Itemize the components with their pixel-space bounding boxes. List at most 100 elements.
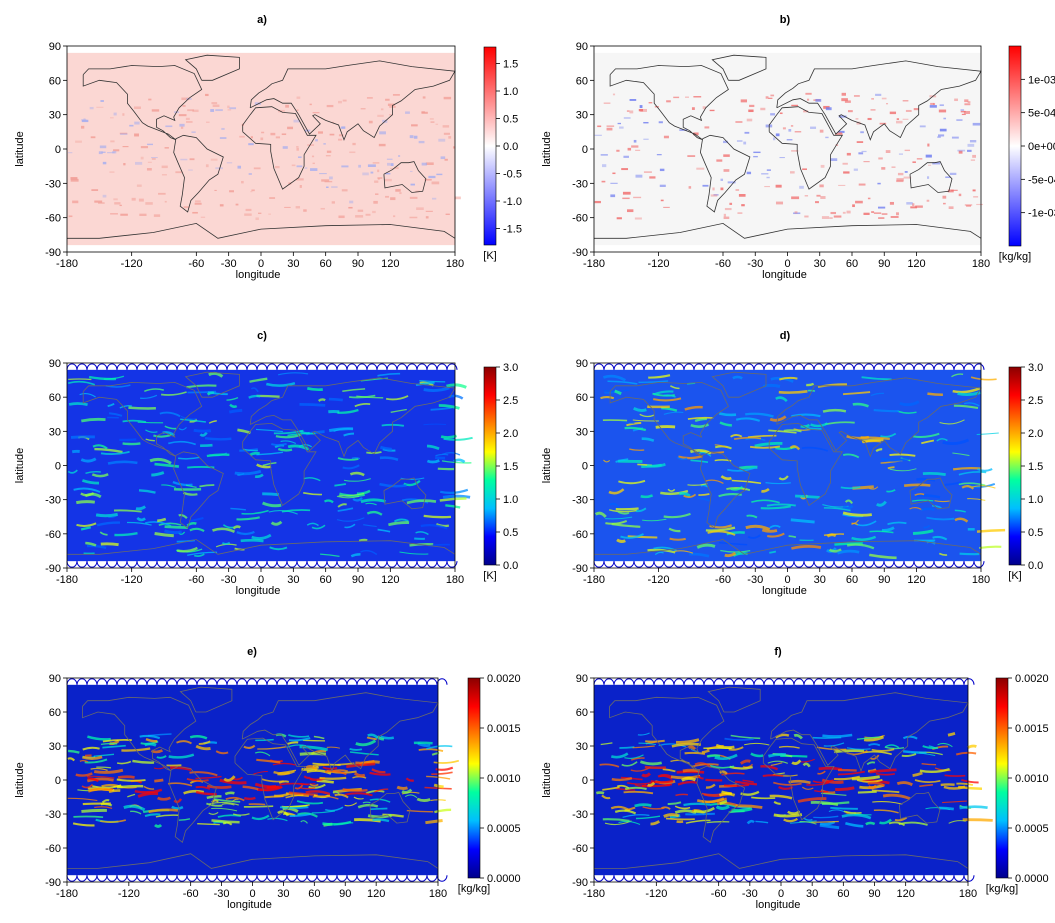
colorbar-tick-label: -1.0 bbox=[503, 196, 522, 208]
x-axis-label: longitude bbox=[762, 269, 807, 281]
x-tick-label: 0 bbox=[258, 574, 264, 586]
x-tick-label: -180 bbox=[583, 888, 605, 900]
x-tick-label: -60 bbox=[711, 888, 727, 900]
y-tick-label: 30 bbox=[576, 741, 588, 753]
colorbar-tick-label: 0.5 bbox=[503, 114, 518, 126]
x-tick-label: 30 bbox=[287, 258, 299, 270]
x-axis-label: longitude bbox=[236, 585, 281, 597]
panel-f: f) 90 60 30 0 -30 -60 -90-180 -120 -60 -30 0 30 60 90 1… bbox=[541, 646, 1049, 911]
colorbar-tick-label: 0.0010 bbox=[1015, 773, 1049, 785]
x-axis-label: longitude bbox=[236, 269, 281, 281]
y-axis-label: latitude bbox=[541, 131, 553, 166]
y-tick-label: -30 bbox=[572, 178, 588, 190]
colorbar-unit: [K] bbox=[483, 570, 496, 582]
colorbar-tick-label: 0.0 bbox=[503, 141, 518, 153]
x-tick-label: -60 bbox=[188, 258, 204, 270]
x-tick-label: -120 bbox=[647, 574, 669, 586]
x-tick-label: 0 bbox=[249, 888, 255, 900]
x-tick-label: -60 bbox=[715, 258, 731, 270]
colorbar-tick-label: 0.0 bbox=[1028, 560, 1043, 572]
x-tick-label: 30 bbox=[814, 258, 826, 270]
y-tick-label: 90 bbox=[576, 41, 588, 53]
x-tick-label: -120 bbox=[645, 888, 667, 900]
y-tick-label: -90 bbox=[572, 563, 588, 575]
colorbar-unit: [kg/kg] bbox=[986, 883, 1018, 895]
x-tick-label: 90 bbox=[339, 888, 351, 900]
panel-b: b) 90 60 30 0 -30 -60 -90-180 -120 -60 -30 0 30 60 90 1… bbox=[541, 14, 1055, 281]
x-tick-label: -180 bbox=[56, 888, 78, 900]
y-tick-label: 30 bbox=[49, 426, 61, 438]
colorbar-tick-label: 0.0005 bbox=[487, 823, 521, 835]
colorbar-unit: [K] bbox=[483, 250, 496, 262]
y-axis-label: latitude bbox=[14, 131, 26, 166]
colorbar-tick-label: 3.0 bbox=[503, 362, 518, 374]
x-tick-label: 30 bbox=[287, 574, 299, 586]
colorbar bbox=[995, 677, 1009, 879]
x-tick-label: 0 bbox=[784, 574, 790, 586]
y-tick-label: 0 bbox=[582, 775, 588, 787]
coastlines bbox=[67, 54, 456, 239]
colorbar-tick-label: 0.0010 bbox=[487, 773, 521, 785]
coastlines bbox=[67, 371, 456, 555]
y-tick-label: -90 bbox=[45, 877, 61, 889]
x-tick-label: 120 bbox=[381, 258, 399, 270]
x-tick-label: 30 bbox=[806, 888, 818, 900]
x-tick-label: 180 bbox=[446, 258, 464, 270]
x-tick-label: 180 bbox=[959, 888, 977, 900]
x-tick-label: -120 bbox=[118, 888, 140, 900]
y-axis-label: latitude bbox=[541, 762, 553, 797]
x-tick-label: -30 bbox=[747, 574, 763, 586]
field-texture bbox=[594, 92, 984, 220]
x-tick-label: 60 bbox=[320, 258, 332, 270]
panel-d: d) 90 60 30 0 -30 -60 -90-180 -120 -60 -30 0 30 60 90 1… bbox=[541, 330, 1043, 597]
panel-title: b) bbox=[780, 14, 791, 26]
x-tick-label: 180 bbox=[446, 574, 464, 586]
panel-title: f) bbox=[774, 646, 782, 658]
colorbar-tick-label: 1.5 bbox=[503, 461, 518, 473]
x-tick-label: -30 bbox=[742, 888, 758, 900]
x-tick-label: -30 bbox=[221, 258, 237, 270]
colorbar-tick-label: 1.0 bbox=[503, 86, 518, 98]
x-tick-label: 180 bbox=[972, 574, 990, 586]
x-tick-label: -60 bbox=[715, 574, 731, 586]
field-texture bbox=[593, 678, 993, 882]
y-tick-label: 60 bbox=[49, 707, 61, 719]
y-tick-label: 90 bbox=[576, 673, 588, 685]
x-tick-label: -180 bbox=[56, 574, 78, 586]
x-tick-label: 120 bbox=[907, 574, 925, 586]
colorbar-tick-label: -1e-03 bbox=[1028, 208, 1055, 220]
y-tick-label: 90 bbox=[576, 358, 588, 370]
colorbar-tick-label: 0.5 bbox=[503, 527, 518, 539]
y-tick-label: 0 bbox=[55, 461, 61, 473]
y-tick-label: 0 bbox=[582, 144, 588, 156]
y-tick-label: 90 bbox=[49, 41, 61, 53]
y-tick-label: 30 bbox=[576, 426, 588, 438]
y-tick-label: 30 bbox=[49, 110, 61, 122]
x-tick-label: -120 bbox=[121, 258, 143, 270]
x-tick-label: -120 bbox=[121, 574, 143, 586]
x-tick-label: 90 bbox=[352, 258, 364, 270]
coastlines bbox=[594, 686, 969, 869]
panel-title: e) bbox=[247, 646, 257, 658]
x-tick-label: -180 bbox=[56, 258, 78, 270]
colorbar-tick-label: 2.5 bbox=[1028, 395, 1043, 407]
x-tick-label: -180 bbox=[583, 258, 605, 270]
field-background bbox=[67, 52, 455, 246]
y-tick-label: -90 bbox=[572, 877, 588, 889]
y-tick-label: -60 bbox=[45, 843, 61, 855]
colorbar-tick-label: 1.0 bbox=[503, 494, 518, 506]
y-tick-label: 0 bbox=[55, 775, 61, 787]
x-axis-label: longitude bbox=[762, 585, 807, 597]
x-tick-label: 180 bbox=[429, 888, 447, 900]
y-tick-label: 90 bbox=[49, 673, 61, 685]
x-tick-label: -60 bbox=[183, 888, 199, 900]
field-texture bbox=[66, 363, 473, 568]
y-axis-label: latitude bbox=[541, 448, 553, 483]
y-tick-label: 0 bbox=[582, 461, 588, 473]
y-tick-label: -60 bbox=[45, 529, 61, 541]
colorbar-tick-label: 2.0 bbox=[1028, 428, 1043, 440]
colorbar-tick-label: 0.5 bbox=[1028, 527, 1043, 539]
y-tick-label: 60 bbox=[576, 707, 588, 719]
y-tick-label: -30 bbox=[572, 809, 588, 821]
